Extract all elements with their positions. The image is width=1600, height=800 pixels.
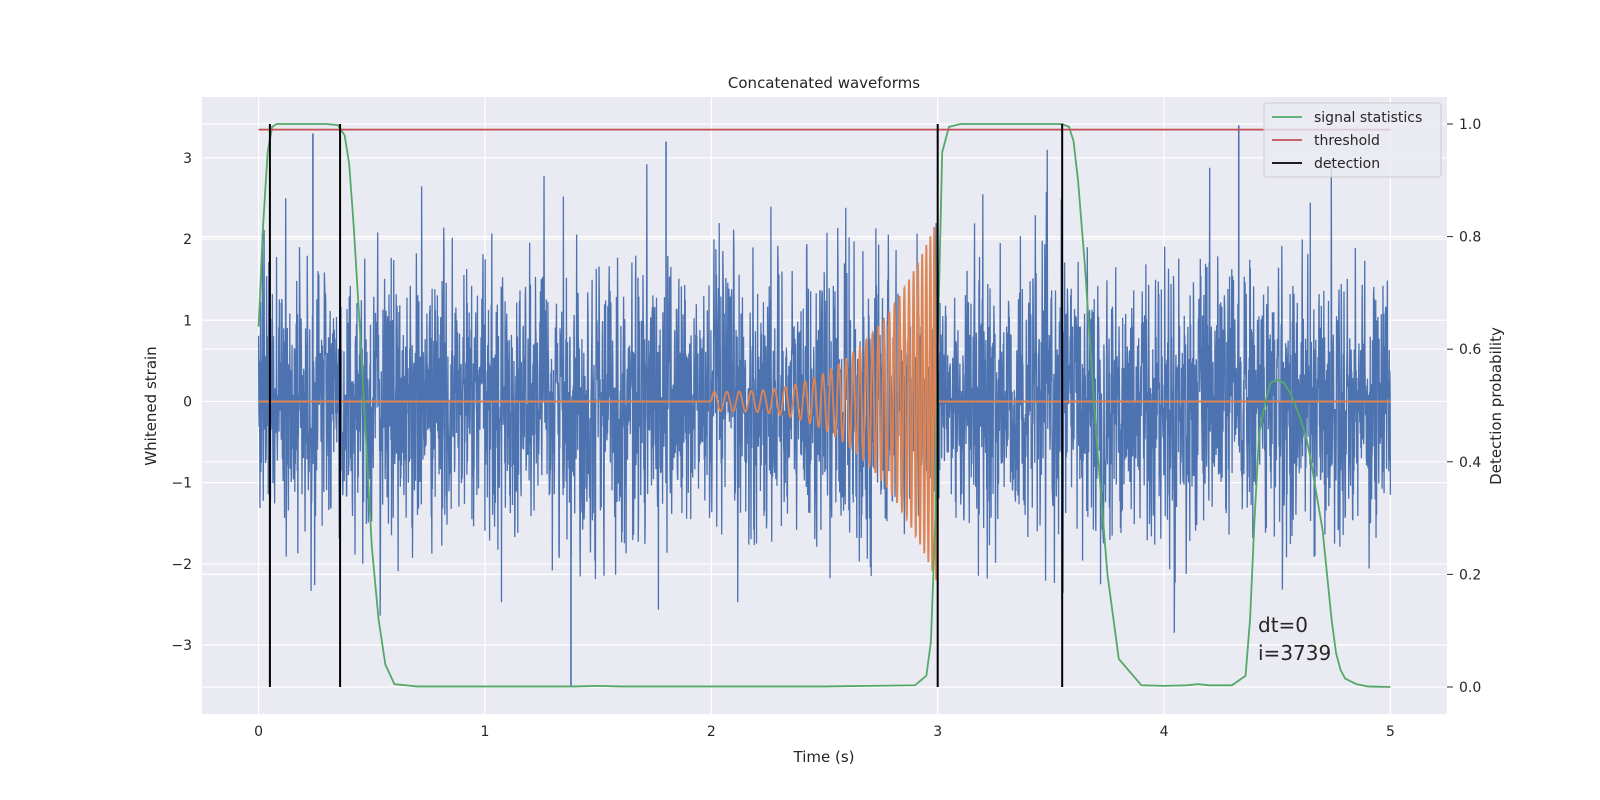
x-tick-label: 5 xyxy=(1386,724,1395,740)
series-layer xyxy=(257,123,1392,688)
whitened-strain-line xyxy=(257,149,1392,633)
y-tick-label: 2 xyxy=(183,232,192,248)
legend-label-signal-statistics: signal statistics xyxy=(1314,110,1422,126)
annotation-dt: dt=0 xyxy=(1258,613,1308,637)
y-tick-label: 1 xyxy=(183,313,192,329)
x-axis-label: Time (s) xyxy=(793,748,855,766)
x-tick-label: 3 xyxy=(933,724,942,740)
chart-title: Concatenated waveforms xyxy=(728,74,920,92)
signal-statistics-line xyxy=(257,123,1391,688)
y2-tick-label: 0.8 xyxy=(1459,230,1481,246)
y2-tick-label: 1.0 xyxy=(1459,117,1481,133)
x-tick-label: 0 xyxy=(254,724,263,740)
y2-tick-label: 0.4 xyxy=(1459,455,1481,471)
x-tick-label: 4 xyxy=(1160,724,1169,740)
x-tick-label: 1 xyxy=(480,724,489,740)
annotation-index: i=3739 xyxy=(1258,641,1331,665)
y-tick-label: 3 xyxy=(183,151,192,167)
y-tick-label: −3 xyxy=(171,638,192,654)
injected-waveform-chirp xyxy=(710,226,939,581)
y2-tick-label: 0.0 xyxy=(1459,680,1481,696)
legend-label-detection: detection xyxy=(1314,156,1380,172)
y2-axis-label: Detection probability xyxy=(1487,327,1505,485)
plot-area xyxy=(257,123,1392,688)
y-tick-label: 0 xyxy=(183,394,192,410)
y-tick-label: −2 xyxy=(171,557,192,573)
ticks: 0 1 2 3 4 5 −3 −2 −1 0 1 2 3 0.0 0.2 0.4 0.6 0.8 1.0 xyxy=(171,117,1481,740)
legend: signal statistics threshold detection xyxy=(1263,102,1442,178)
legend-box xyxy=(1263,102,1442,178)
legend-label-threshold: threshold xyxy=(1314,133,1380,149)
y-tick-label: −1 xyxy=(171,476,192,492)
y2-tick-label: 0.2 xyxy=(1459,567,1481,583)
x-tick-label: 2 xyxy=(707,724,716,740)
y-axis-label: Whitened strain xyxy=(142,346,160,465)
y2-tick-label: 0.6 xyxy=(1459,342,1481,358)
